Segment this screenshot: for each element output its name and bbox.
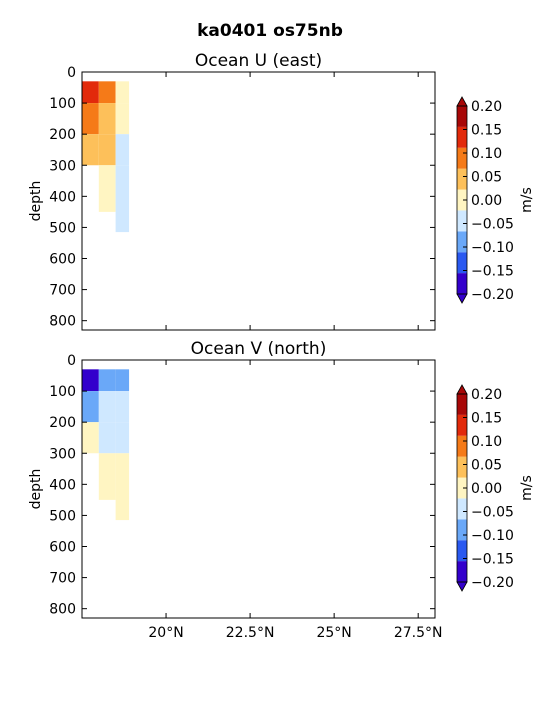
y-tick-label: 800 bbox=[49, 602, 76, 618]
heatmap-cell bbox=[98, 103, 116, 135]
colorbar-tick-label: −0.20 bbox=[471, 575, 514, 591]
figure-title: ka0401 os75nb bbox=[197, 21, 343, 41]
y-tick-label: 400 bbox=[49, 477, 76, 493]
heatmap-cell bbox=[115, 165, 130, 233]
colorbar-extend-max bbox=[456, 384, 468, 395]
x-tick-label: 20°N bbox=[148, 625, 183, 641]
y-tick-label: 200 bbox=[49, 127, 76, 143]
x-tick-label: 25°N bbox=[316, 625, 351, 641]
colorbar-segment bbox=[457, 394, 467, 415]
heatmap-cell bbox=[115, 81, 130, 104]
heatmap-cell bbox=[98, 134, 116, 166]
colorbar-segment bbox=[457, 126, 467, 148]
colorbar-segment bbox=[457, 252, 467, 274]
colorbar-tick-label: 0.00 bbox=[471, 193, 502, 209]
colorbar-tick-label: 0.15 bbox=[471, 411, 502, 427]
colorbar-tick-label: 0.05 bbox=[471, 170, 502, 186]
panel-title: Ocean V (north) bbox=[191, 339, 327, 359]
colorbar-segment bbox=[457, 273, 467, 294]
y-tick-label: 100 bbox=[49, 96, 76, 112]
colorbar-tick-label: 0.05 bbox=[471, 458, 502, 474]
colorbar-tick-label: 0.15 bbox=[471, 123, 502, 139]
panel-1: Ocean U (east) 0 100 200 300 400 500 600 700 800 d… bbox=[28, 51, 535, 331]
y-tick-label: 800 bbox=[49, 314, 76, 330]
heatmap-cell bbox=[115, 134, 130, 166]
colorbar-tick-label: −0.15 bbox=[471, 264, 514, 280]
y-tick-label: 600 bbox=[49, 252, 76, 268]
heatmap-cell bbox=[115, 391, 130, 423]
colorbar-segment bbox=[457, 540, 467, 562]
colorbar: 0.20 0.15 0.10 0.05 0.00 −0.05 −0.10 −0.15 −0.20… bbox=[456, 96, 535, 304]
colorbar-segment bbox=[457, 106, 467, 127]
heatmap-cell bbox=[82, 422, 99, 454]
colorbar-tick-label: −0.10 bbox=[471, 240, 514, 256]
colorbar-segment bbox=[457, 231, 467, 253]
heatmap-cell bbox=[98, 422, 116, 454]
heatmap-cell bbox=[82, 369, 99, 392]
panel-2: Ocean V (north) 0 100 200 300 400 500 600 700 800… bbox=[28, 339, 535, 641]
heatmap-cell bbox=[98, 81, 116, 104]
colorbar-extend-max bbox=[456, 96, 468, 107]
colorbar-tick-label: 0.00 bbox=[471, 481, 502, 497]
y-tick-label: 300 bbox=[49, 158, 76, 174]
colorbar-tick-label: 0.20 bbox=[471, 387, 502, 403]
colorbar-segment bbox=[457, 435, 467, 457]
heatmap-cell bbox=[82, 391, 99, 423]
x-tick-label: 27.5°N bbox=[394, 625, 443, 641]
plot-frame bbox=[81, 359, 436, 619]
y-axis-label: depth bbox=[28, 469, 44, 510]
y-tick-label: 300 bbox=[49, 446, 76, 462]
heatmap-cell bbox=[115, 422, 130, 454]
heatmap-cell bbox=[82, 81, 99, 104]
y-tick-label: 0 bbox=[67, 65, 76, 81]
heatmap-cell bbox=[115, 453, 130, 521]
colorbar-segment bbox=[457, 498, 467, 520]
colorbar-tick-label: −0.10 bbox=[471, 528, 514, 544]
colorbar-tick-label: −0.05 bbox=[471, 217, 514, 233]
heatmap-cell bbox=[98, 391, 116, 423]
heatmap-cell bbox=[98, 369, 116, 392]
colorbar-extend-min bbox=[456, 293, 468, 304]
colorbar-segment bbox=[457, 456, 467, 478]
colorbar-segment bbox=[457, 519, 467, 541]
y-tick-label: 500 bbox=[49, 220, 76, 236]
heatmap-cell bbox=[82, 103, 99, 135]
colorbar-segment bbox=[457, 414, 467, 436]
colorbar-segment bbox=[457, 561, 467, 582]
heatmap-cell bbox=[115, 369, 130, 392]
colorbar-label: m/s bbox=[519, 187, 535, 213]
heatmap-cell bbox=[98, 453, 116, 500]
y-tick-label: 100 bbox=[49, 384, 76, 400]
y-tick-label: 400 bbox=[49, 189, 76, 205]
colorbar-tick-label: −0.15 bbox=[471, 552, 514, 568]
colorbar-tick-label: 0.10 bbox=[471, 146, 502, 162]
heatmap-cell bbox=[115, 103, 130, 135]
colorbar-segment bbox=[457, 189, 467, 211]
y-tick-label: 500 bbox=[49, 508, 76, 524]
colorbar-tick-label: 0.20 bbox=[471, 99, 502, 115]
y-tick-label: 700 bbox=[49, 571, 76, 587]
colorbar-segment bbox=[457, 147, 467, 169]
heatmap-cell bbox=[98, 165, 116, 212]
panel-title: Ocean U (east) bbox=[195, 51, 322, 71]
colorbar-segment bbox=[457, 477, 467, 499]
plot-frame bbox=[81, 71, 436, 331]
colorbar-tick-label: 0.10 bbox=[471, 434, 502, 450]
heatmap-cell bbox=[82, 134, 99, 166]
y-tick-label: 0 bbox=[67, 353, 76, 369]
colorbar-tick-label: −0.05 bbox=[471, 505, 514, 521]
y-tick-label: 200 bbox=[49, 415, 76, 431]
colorbar-tick-label: −0.20 bbox=[471, 287, 514, 303]
y-tick-label: 700 bbox=[49, 283, 76, 299]
colorbar-segment bbox=[457, 168, 467, 190]
x-tick-label: 22.5°N bbox=[226, 625, 275, 641]
y-axis-label: depth bbox=[28, 181, 44, 222]
colorbar-label: m/s bbox=[519, 475, 535, 501]
colorbar-segment bbox=[457, 210, 467, 232]
y-tick-label: 600 bbox=[49, 540, 76, 556]
colorbar: 0.20 0.15 0.10 0.05 0.00 −0.05 −0.10 −0.15 −0.20… bbox=[456, 384, 535, 592]
colorbar-extend-min bbox=[456, 581, 468, 592]
